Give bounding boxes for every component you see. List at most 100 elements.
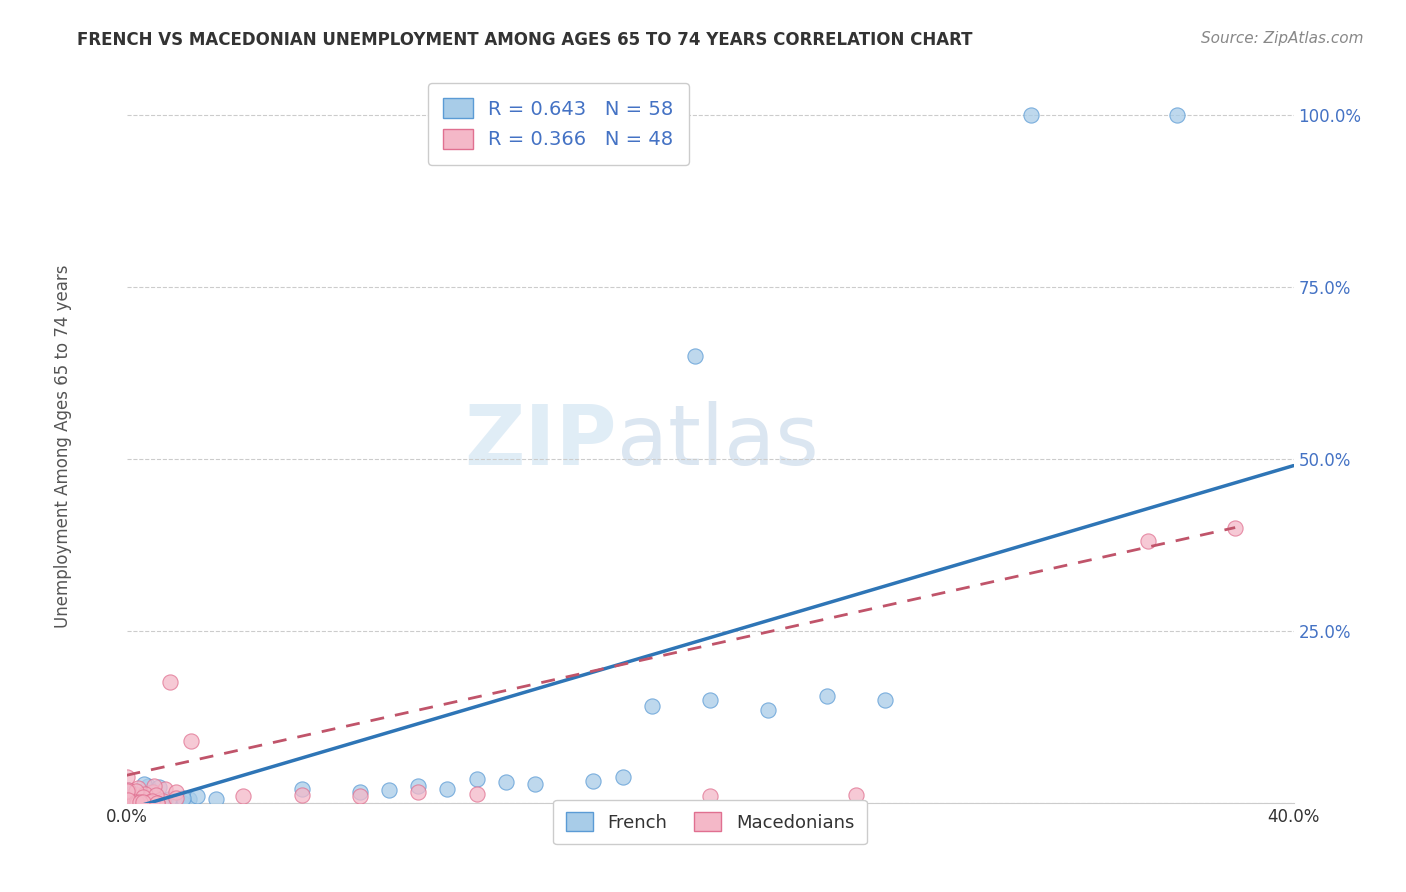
Point bbox=[132, 793, 155, 807]
Point bbox=[131, 792, 153, 806]
Text: Source: ZipAtlas.com: Source: ZipAtlas.com bbox=[1201, 31, 1364, 46]
Point bbox=[172, 796, 194, 810]
Point bbox=[699, 789, 721, 803]
Point bbox=[127, 790, 149, 805]
Point bbox=[115, 789, 138, 804]
Point bbox=[378, 783, 401, 797]
Point bbox=[145, 789, 167, 803]
Point bbox=[142, 793, 165, 807]
Point bbox=[845, 788, 868, 802]
Point bbox=[685, 349, 707, 363]
Point bbox=[127, 789, 149, 803]
Point bbox=[127, 794, 149, 808]
Point bbox=[159, 675, 181, 690]
Point bbox=[152, 794, 174, 808]
Point bbox=[131, 795, 153, 809]
Point bbox=[153, 793, 176, 807]
Point bbox=[582, 773, 605, 788]
Point bbox=[115, 784, 138, 798]
Point bbox=[1136, 534, 1159, 549]
Point bbox=[129, 792, 152, 806]
Point bbox=[134, 787, 156, 801]
Point bbox=[143, 794, 166, 808]
Point bbox=[122, 795, 145, 809]
Point bbox=[408, 779, 430, 793]
Text: FRENCH VS MACEDONIAN UNEMPLOYMENT AMONG AGES 65 TO 74 YEARS CORRELATION CHART: FRENCH VS MACEDONIAN UNEMPLOYMENT AMONG … bbox=[77, 31, 973, 49]
Point bbox=[875, 692, 897, 706]
Point bbox=[141, 785, 163, 799]
Point bbox=[145, 793, 167, 807]
Point bbox=[699, 692, 721, 706]
Point bbox=[349, 789, 371, 803]
Point bbox=[135, 794, 157, 808]
Point bbox=[1223, 520, 1246, 534]
Point bbox=[117, 791, 139, 805]
Point bbox=[148, 780, 170, 794]
Point bbox=[117, 770, 139, 784]
Point bbox=[117, 793, 139, 807]
Point bbox=[129, 789, 152, 803]
Point bbox=[127, 781, 149, 796]
Point bbox=[118, 795, 141, 809]
Point bbox=[118, 794, 141, 808]
Point bbox=[143, 779, 166, 793]
Point bbox=[150, 793, 173, 807]
Point bbox=[129, 795, 152, 809]
Point bbox=[122, 795, 145, 809]
Point bbox=[134, 794, 156, 808]
Text: atlas: atlas bbox=[617, 401, 818, 482]
Point bbox=[125, 794, 148, 808]
Point bbox=[131, 790, 153, 805]
Point bbox=[128, 789, 150, 804]
Point bbox=[177, 791, 200, 805]
Point bbox=[612, 770, 634, 784]
Text: Unemployment Among Ages 65 to 74 years: Unemployment Among Ages 65 to 74 years bbox=[55, 264, 72, 628]
Point bbox=[640, 699, 664, 714]
Point bbox=[142, 785, 165, 799]
Point bbox=[172, 790, 194, 805]
Point bbox=[118, 792, 141, 806]
Point bbox=[125, 789, 148, 803]
Point bbox=[165, 790, 187, 805]
Point bbox=[204, 792, 226, 806]
Point bbox=[117, 783, 139, 797]
Point bbox=[135, 796, 157, 810]
Point bbox=[157, 792, 180, 806]
Point bbox=[290, 782, 312, 797]
Point bbox=[146, 796, 169, 810]
Point bbox=[1166, 108, 1188, 122]
Point bbox=[132, 789, 155, 803]
Text: ZIP: ZIP bbox=[464, 401, 617, 482]
Point bbox=[121, 796, 143, 810]
Point bbox=[121, 795, 143, 809]
Point bbox=[465, 772, 488, 786]
Point bbox=[180, 734, 202, 748]
Point bbox=[132, 795, 155, 809]
Point bbox=[436, 782, 458, 797]
Point bbox=[408, 785, 430, 799]
Point bbox=[124, 793, 146, 807]
Point bbox=[134, 789, 156, 803]
Point bbox=[465, 787, 488, 801]
Point bbox=[232, 789, 254, 803]
Point bbox=[129, 789, 152, 804]
Point bbox=[153, 782, 176, 797]
Point bbox=[127, 796, 149, 810]
Point bbox=[138, 795, 160, 809]
Point bbox=[186, 789, 208, 804]
Point bbox=[127, 795, 149, 809]
Point bbox=[290, 788, 312, 802]
Point bbox=[165, 785, 187, 799]
Legend: French, Macedonians: French, Macedonians bbox=[553, 800, 868, 845]
Point bbox=[136, 779, 159, 793]
Point bbox=[124, 793, 146, 807]
Point bbox=[1019, 108, 1042, 122]
Point bbox=[125, 796, 148, 810]
Point bbox=[121, 795, 143, 809]
Point bbox=[125, 784, 148, 798]
Point bbox=[495, 775, 517, 789]
Point bbox=[122, 794, 145, 808]
Point bbox=[142, 795, 165, 809]
Point bbox=[138, 794, 160, 808]
Point bbox=[121, 786, 143, 800]
